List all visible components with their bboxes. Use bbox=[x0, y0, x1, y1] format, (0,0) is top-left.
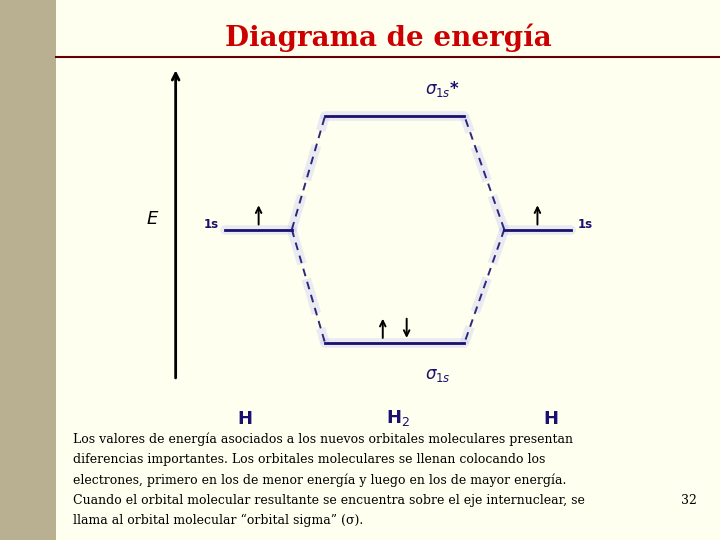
Text: 1s: 1s bbox=[204, 218, 219, 231]
Text: $\sigma_{1s}$*: $\sigma_{1s}$* bbox=[425, 79, 459, 99]
Text: diferencias importantes. Los orbitales moleculares se llenan colocando los: diferencias importantes. Los orbitales m… bbox=[73, 453, 545, 465]
Text: Los valores de energía asociados a los nuevos orbitales moleculares presentan: Los valores de energía asociados a los n… bbox=[73, 432, 572, 445]
Text: Diagrama de energía: Diagrama de energía bbox=[225, 24, 552, 52]
Text: electrones, primero en los de menor energía y luego en los de mayor energía.: electrones, primero en los de menor ener… bbox=[73, 473, 566, 487]
Text: H$_2$: H$_2$ bbox=[386, 408, 410, 429]
Text: 32: 32 bbox=[681, 494, 697, 507]
Text: $E$: $E$ bbox=[145, 210, 159, 228]
Text: H: H bbox=[238, 409, 253, 428]
Text: Cuando el orbital molecular resultante se encuentra sobre el eje internuclear, s: Cuando el orbital molecular resultante s… bbox=[73, 494, 585, 507]
Text: H: H bbox=[543, 409, 558, 428]
Text: $\sigma_{1s}$: $\sigma_{1s}$ bbox=[425, 366, 450, 384]
Text: llama al orbital molecular “orbital sigma” (σ).: llama al orbital molecular “orbital sigm… bbox=[73, 514, 363, 528]
Text: 1s: 1s bbox=[577, 218, 593, 231]
